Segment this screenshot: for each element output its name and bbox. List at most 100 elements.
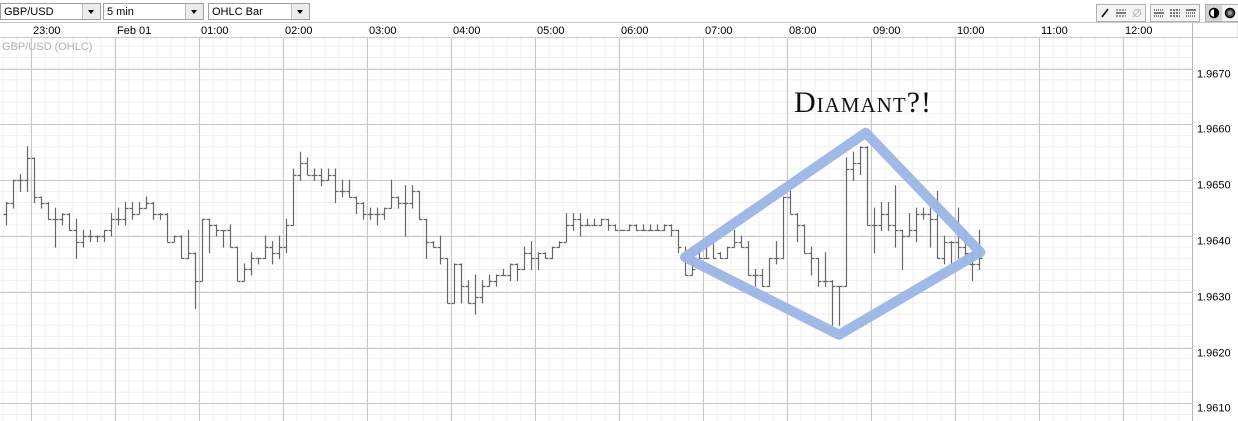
ohlc-bar (24, 146, 31, 192)
ohlc-bar (878, 202, 885, 231)
chart-type-value: OHLC Bar (212, 6, 263, 18)
ohlc-bar (892, 185, 899, 248)
ohlc-bar (108, 213, 115, 237)
time-tick-label: 02:00 (285, 25, 313, 37)
ohlc-bar (395, 196, 402, 209)
ohlc-bar (227, 224, 234, 249)
major-grid (0, 22, 1192, 421)
chevron-down-icon[interactable] (185, 4, 203, 19)
ohlc-bar (619, 229, 626, 232)
grid-style-button-3[interactable] (1183, 5, 1199, 21)
chevron-down-icon[interactable] (82, 4, 100, 19)
theme-dark-button[interactable] (1222, 5, 1238, 21)
ohlc-bar (451, 263, 458, 305)
ohlc-bar (297, 151, 304, 181)
ohlc-bar (192, 252, 199, 310)
price-tick-label: 1.9650 (1197, 180, 1231, 192)
time-tick-label: 06:00 (621, 25, 649, 37)
ohlc-bar (185, 229, 192, 260)
price-tick-label: 1.9640 (1197, 236, 1231, 248)
time-tick-label: 10:00 (957, 25, 985, 37)
chevron-down-icon[interactable] (291, 4, 309, 19)
horizontal-line-button[interactable] (1113, 5, 1129, 21)
ohlc-bar (199, 218, 206, 283)
ohlc-bar (528, 241, 535, 270)
line-draw-button[interactable] (1097, 5, 1113, 21)
ohlc-bar (584, 218, 591, 227)
theme-dark-icon (1224, 7, 1236, 19)
ohlc-bar (3, 202, 10, 226)
ohlc-bar (731, 229, 738, 249)
ohlc-bar (675, 229, 682, 254)
ohlc-bar (822, 252, 829, 287)
time-tick-label: Feb 01 (117, 25, 151, 37)
diamond-annotation (680, 127, 986, 340)
time-tick-label: 09:00 (873, 25, 901, 37)
toolbar: GBP/USD 5 min OHLC Bar (0, 0, 1238, 22)
ohlc-bar (311, 168, 318, 181)
time-tick-label: 03:00 (369, 25, 397, 37)
ohlc-bar (570, 213, 577, 231)
ohlc-bar (899, 229, 906, 270)
ohlc-bar (724, 246, 731, 260)
ohlc-bar (241, 263, 248, 283)
line-draw-icon (1101, 8, 1109, 18)
ohlc-bar (626, 224, 633, 232)
ohlc-bar (255, 257, 262, 265)
ohlc-bar (339, 179, 346, 198)
ohlc-bar (654, 224, 661, 232)
ohlc-bar (780, 196, 787, 260)
ohlc-bar (717, 252, 724, 260)
grid-style-button-2[interactable] (1167, 5, 1183, 21)
ohlc-bar (801, 224, 808, 255)
ohlc-bar (486, 274, 493, 288)
ohlc-bar (612, 224, 619, 232)
price-tick-label: 1.9620 (1197, 348, 1231, 360)
ohlc-bar (738, 235, 745, 249)
time-tick-label: 05:00 (537, 25, 565, 37)
ohlc-bar (759, 268, 766, 288)
ohlc-bar (521, 246, 528, 271)
ohlc-bar (178, 235, 185, 260)
ohlc-bar (220, 229, 227, 248)
chart-type-select[interactable]: OHLC Bar (208, 3, 310, 20)
ohlc-bar (808, 246, 815, 276)
ohlc-bar (381, 207, 388, 220)
ohlc-bar (325, 168, 332, 182)
symbol-value: GBP/USD (4, 6, 54, 18)
ohlc-bar (143, 196, 150, 210)
ohlc-bar (647, 224, 654, 232)
ohlc-bar (850, 151, 857, 181)
ohlc-bar (31, 157, 38, 204)
ohlc-bar (129, 202, 136, 220)
theme-light-icon (1208, 7, 1220, 19)
ohlc-bar (493, 274, 500, 287)
interval-select[interactable]: 5 min (103, 3, 204, 20)
ohlc-bar (472, 274, 479, 315)
grid-style-button-1[interactable] (1151, 5, 1167, 21)
ohlc-bar (213, 224, 220, 237)
ohlc-bar (920, 207, 927, 220)
ohlc-bar (66, 213, 73, 232)
annotation (680, 127, 986, 340)
ohlc-bar (388, 179, 395, 210)
clear-drawings-button[interactable] (1129, 5, 1145, 21)
ohlc-bar (248, 252, 255, 276)
axes: 23:00 Feb 01 01:00 02:00 03:00 04:00 05:00 06:0… (0, 22, 1238, 421)
grid-lines-icon-2 (1170, 9, 1180, 17)
symbol-select[interactable]: GBP/USD (0, 3, 101, 20)
ohlc-bar (927, 207, 934, 248)
ohlc-bar (150, 202, 157, 220)
annotation-text: Diamant?! (794, 86, 932, 119)
ohlc-bar (360, 202, 367, 220)
theme-light-button[interactable] (1206, 5, 1222, 21)
ohlc-bar (171, 235, 178, 244)
ohlc-bar (605, 218, 612, 231)
ohlc-bar (234, 246, 241, 283)
ohlc-bars (3, 146, 983, 326)
time-tick-label: 23:00 (33, 25, 61, 37)
ohlc-bar (843, 157, 850, 288)
clear-icon (1132, 8, 1142, 18)
price-tick-label: 1.9610 (1197, 403, 1231, 415)
